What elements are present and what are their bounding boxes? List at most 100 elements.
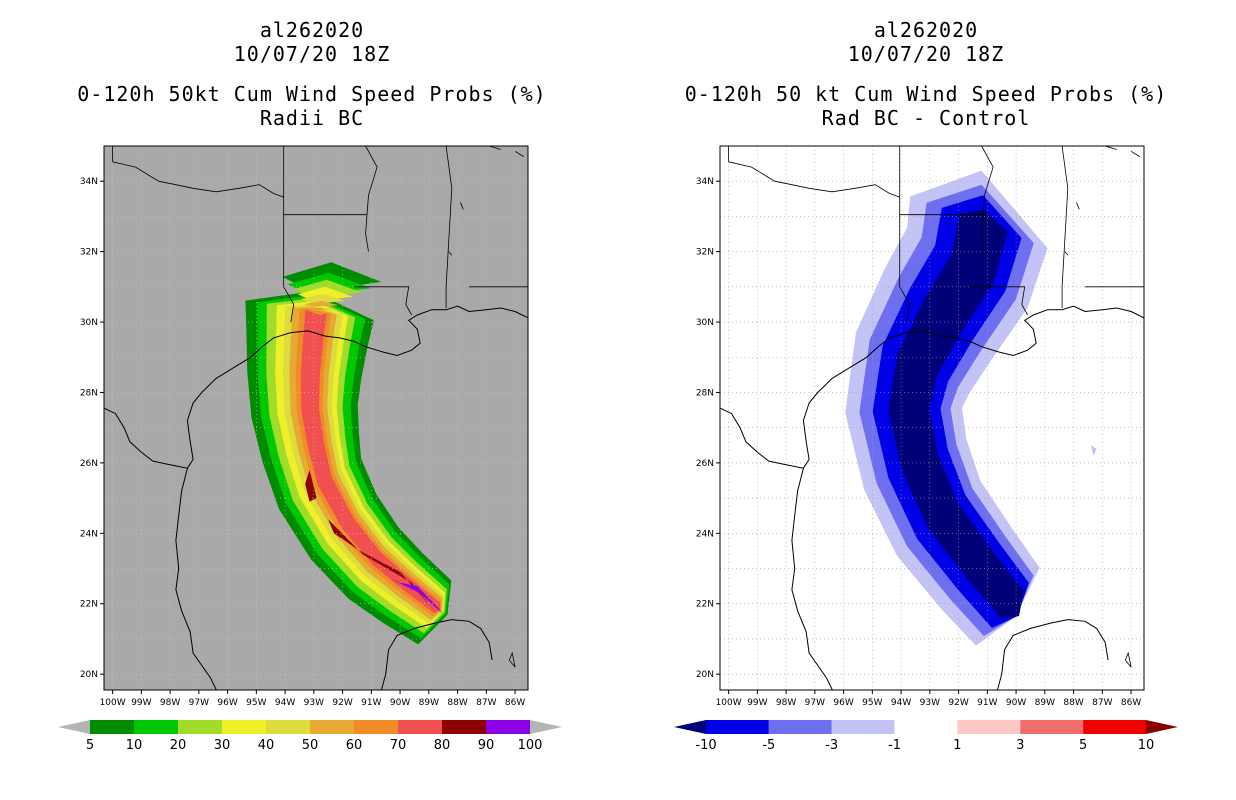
colorbar-arrow-left [58, 720, 90, 734]
lon-tick-label: 96W [833, 698, 853, 708]
lon-tick-label: 91W [361, 698, 381, 708]
lat-tick-label: 32N [696, 248, 714, 258]
right-panel-title: al262020 10/07/20 18Z 0-120h 50 kt Cum W… [646, 18, 1206, 130]
lon-tick-label: 93W [304, 698, 324, 708]
left-colorbar: 5 10 20 30 40 50 60 70 80 90 100 [50, 712, 570, 762]
lat-tick-label: 22N [696, 600, 714, 610]
colorbar-swatch [1083, 720, 1146, 734]
right-colorbar: -10 -5 -3 -1 1 3 5 10 [666, 712, 1186, 762]
colorbar-label: 5 [86, 738, 94, 753]
lon-tick-label: 94W [891, 698, 911, 708]
lat-tick-label: 34N [80, 177, 98, 187]
colorbar-swatch [178, 720, 222, 734]
left-probability-map: 100W 99W 98W 97W 96W 95W 94W 93W 92W 91W 90W 89W 88W… [60, 140, 540, 710]
lon-tick-label: 90W [1006, 698, 1026, 708]
lon-tick-label: 86W [1121, 698, 1141, 708]
left-datetime: 10/07/20 18Z [32, 42, 592, 66]
colorbar-swatch [895, 720, 958, 734]
lon-tick-label: 94W [275, 698, 295, 708]
lon-tick-label: 91W [977, 698, 997, 708]
colorbar-swatch [442, 720, 486, 734]
lon-tick-label: 88W [447, 698, 467, 708]
lat-tick-label: 30N [696, 318, 714, 328]
lon-tick-label: 90W [390, 698, 410, 708]
colorbar-label: 50 [302, 738, 319, 753]
lon-tick-label: 92W [332, 698, 352, 708]
lat-tick-label: 34N [696, 177, 714, 187]
colorbar-label: 100 [518, 738, 543, 753]
right-title-line2: Rad BC - Control [646, 106, 1206, 130]
lat-tick-label: 32N [80, 248, 98, 258]
colorbar-arrow-right [530, 720, 562, 734]
lat-tick-label: 24N [696, 529, 714, 539]
lat-tick-label: 28N [696, 388, 714, 398]
lat-tick-label: 28N [80, 388, 98, 398]
colorbar-label: 5 [1079, 738, 1087, 753]
lon-tick-label: 89W [419, 698, 439, 708]
colorbar-swatch [957, 720, 1020, 734]
colorbar-swatch [398, 720, 442, 734]
lat-tick-label: 30N [80, 318, 98, 328]
colorbar-label: 60 [346, 738, 363, 753]
lon-tick-label: 93W [920, 698, 940, 708]
lon-tick-label: 100W [716, 698, 742, 708]
lon-tick-label: 99W [747, 698, 767, 708]
lon-tick-label: 97W [805, 698, 825, 708]
colorbar-swatch [354, 720, 398, 734]
colorbar-swatch [706, 720, 769, 734]
lon-tick-label: 98W [776, 698, 796, 708]
colorbar-label: 40 [258, 738, 275, 753]
right-difference-map: 100W 99W 98W 97W 96W 95W 94W 93W 92W 91W 90W 89W 88W… [676, 140, 1156, 710]
colorbar-label: -3 [825, 738, 838, 753]
colorbar-swatch [222, 720, 266, 734]
lon-tick-label: 92W [948, 698, 968, 708]
lon-tick-label: 89W [1035, 698, 1055, 708]
lon-tick-label: 97W [189, 698, 209, 708]
lon-tick-label: 99W [131, 698, 151, 708]
colorbar-swatch [769, 720, 832, 734]
left-storm-id: al262020 [32, 18, 592, 42]
lon-tick-label: 87W [476, 698, 496, 708]
lon-tick-label: 95W [246, 698, 266, 708]
colorbar-label: 70 [390, 738, 407, 753]
colorbar-label: 80 [434, 738, 451, 753]
lat-tick-label: 20N [80, 670, 98, 680]
lon-tick-label: 88W [1063, 698, 1083, 708]
left-title-line1: 0-120h 50kt Cum Wind Speed Probs (%) [32, 82, 592, 106]
lat-tick-label: 24N [80, 529, 98, 539]
lon-tick-label: 96W [217, 698, 237, 708]
colorbar-label: 1 [953, 738, 961, 753]
colorbar-label: -5 [762, 738, 775, 753]
colorbar-label: -1 [888, 738, 901, 753]
lat-tick-label: 20N [696, 670, 714, 680]
colorbar-label: 30 [214, 738, 231, 753]
lon-tick-label: 87W [1092, 698, 1112, 708]
colorbar-swatch [310, 720, 354, 734]
left-title-line2: Radii BC [32, 106, 592, 130]
lon-tick-label: 100W [100, 698, 126, 708]
lat-tick-label: 22N [80, 600, 98, 610]
right-storm-id: al262020 [646, 18, 1206, 42]
colorbar-swatch [134, 720, 178, 734]
colorbar-label: 90 [478, 738, 495, 753]
colorbar-swatch [90, 720, 134, 734]
colorbar-label: -10 [695, 738, 716, 753]
colorbar-arrow-left [674, 720, 706, 734]
lon-tick-label: 95W [862, 698, 882, 708]
lon-tick-label: 98W [160, 698, 180, 708]
colorbar-label: 20 [170, 738, 187, 753]
colorbar-swatch [832, 720, 895, 734]
colorbar-label: 3 [1016, 738, 1024, 753]
left-panel-title: al262020 10/07/20 18Z 0-120h 50kt Cum Wi… [32, 18, 592, 130]
colorbar-arrow-right [1146, 720, 1178, 734]
right-title-line1: 0-120h 50 kt Cum Wind Speed Probs (%) [646, 82, 1206, 106]
colorbar-swatch [1020, 720, 1083, 734]
right-datetime: 10/07/20 18Z [646, 42, 1206, 66]
lat-tick-label: 26N [80, 459, 98, 469]
colorbar-label: 10 [126, 738, 143, 753]
colorbar-swatch [486, 720, 530, 734]
colorbar-swatch [266, 720, 310, 734]
lon-tick-label: 86W [505, 698, 525, 708]
colorbar-label: 10 [1138, 738, 1155, 753]
lat-tick-label: 26N [696, 459, 714, 469]
